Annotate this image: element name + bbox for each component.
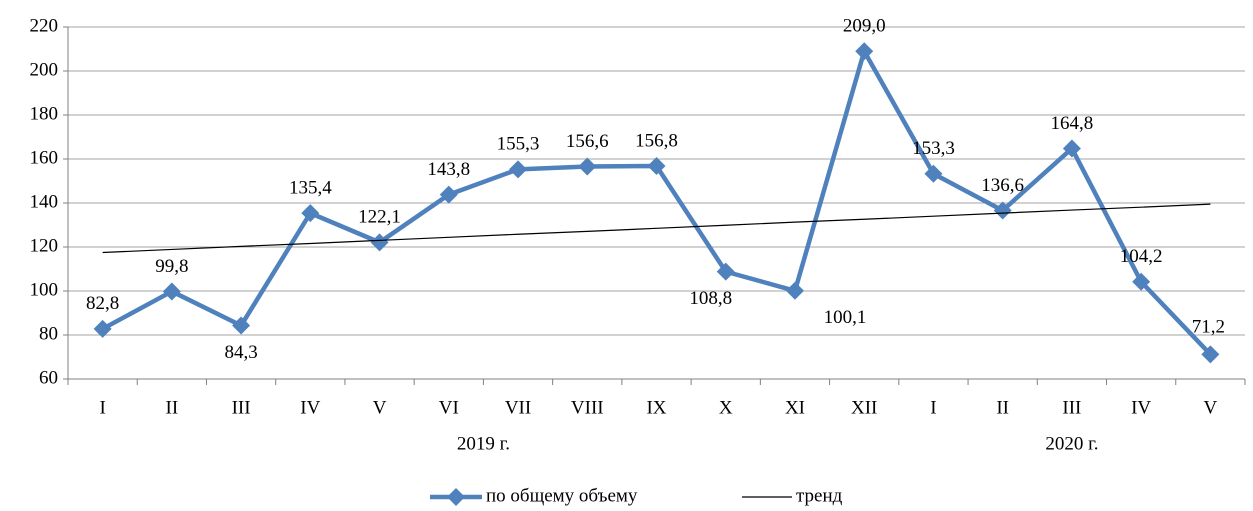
y-tick-label: 180 (30, 103, 59, 124)
data-label: 104,2 (1120, 246, 1163, 267)
x-tick-label: X (719, 397, 733, 418)
data-label: 82,8 (86, 293, 119, 314)
marker (301, 204, 320, 223)
legend-label: тренд (796, 485, 843, 506)
data-label: 143,8 (427, 159, 470, 180)
group-label: 2019 г. (457, 433, 510, 454)
marker (924, 164, 943, 183)
data-label: 122,1 (358, 207, 401, 228)
data-label: 209,0 (843, 16, 886, 37)
data-label: 100,1 (824, 307, 867, 328)
legend-marker (447, 488, 465, 506)
y-tick-label: 200 (30, 59, 59, 80)
x-tick-label: XII (851, 397, 877, 418)
data-label: 156,8 (635, 130, 678, 151)
x-tick-label: V (1204, 397, 1218, 418)
data-label: 153,3 (912, 138, 955, 159)
marker (1201, 345, 1220, 364)
y-tick-label: 80 (39, 323, 58, 344)
marker (1132, 272, 1151, 291)
y-tick-label: 140 (30, 191, 59, 212)
legend-label: по общему объему (486, 485, 638, 506)
marker (232, 316, 251, 335)
y-tick-label: 120 (30, 235, 59, 256)
x-tick-label: I (99, 397, 105, 418)
data-label: 164,8 (1051, 113, 1094, 134)
marker (647, 157, 666, 176)
marker (439, 185, 458, 204)
marker (1062, 139, 1081, 158)
marker (716, 262, 735, 281)
x-tick-label: VI (439, 397, 459, 418)
x-tick-label: VII (505, 397, 531, 418)
x-tick-label: III (1062, 397, 1081, 418)
x-tick-label: III (232, 397, 251, 418)
data-label: 99,8 (155, 256, 188, 277)
x-tick-label: II (996, 397, 1009, 418)
x-tick-label: IV (300, 397, 320, 418)
marker (785, 281, 804, 300)
x-tick-label: XI (785, 397, 805, 418)
y-tick-label: 220 (30, 15, 59, 36)
data-label: 156,6 (566, 131, 609, 152)
marker (93, 319, 112, 338)
marker (509, 160, 528, 179)
x-tick-label: I (930, 397, 936, 418)
x-tick-label: II (166, 397, 179, 418)
marker (993, 201, 1012, 220)
x-tick-label: IX (646, 397, 666, 418)
x-tick-label: V (373, 397, 387, 418)
group-label: 2020 г. (1045, 433, 1098, 454)
y-tick-label: 160 (30, 147, 59, 168)
data-label: 84,3 (224, 342, 257, 363)
marker (370, 233, 389, 252)
data-label: 108,8 (689, 288, 732, 309)
trend-line (102, 203, 1211, 254)
x-tick-label: IV (1131, 397, 1151, 418)
x-tick-label: VIII (571, 397, 604, 418)
data-label: 136,6 (981, 175, 1024, 196)
y-tick-label: 60 (39, 367, 58, 388)
marker (162, 282, 181, 301)
marker (578, 157, 597, 176)
marker (855, 42, 874, 61)
data-label: 135,4 (289, 177, 332, 198)
data-label: 155,3 (497, 134, 540, 155)
y-tick-label: 100 (30, 279, 59, 300)
data-label: 71,2 (1192, 317, 1225, 338)
